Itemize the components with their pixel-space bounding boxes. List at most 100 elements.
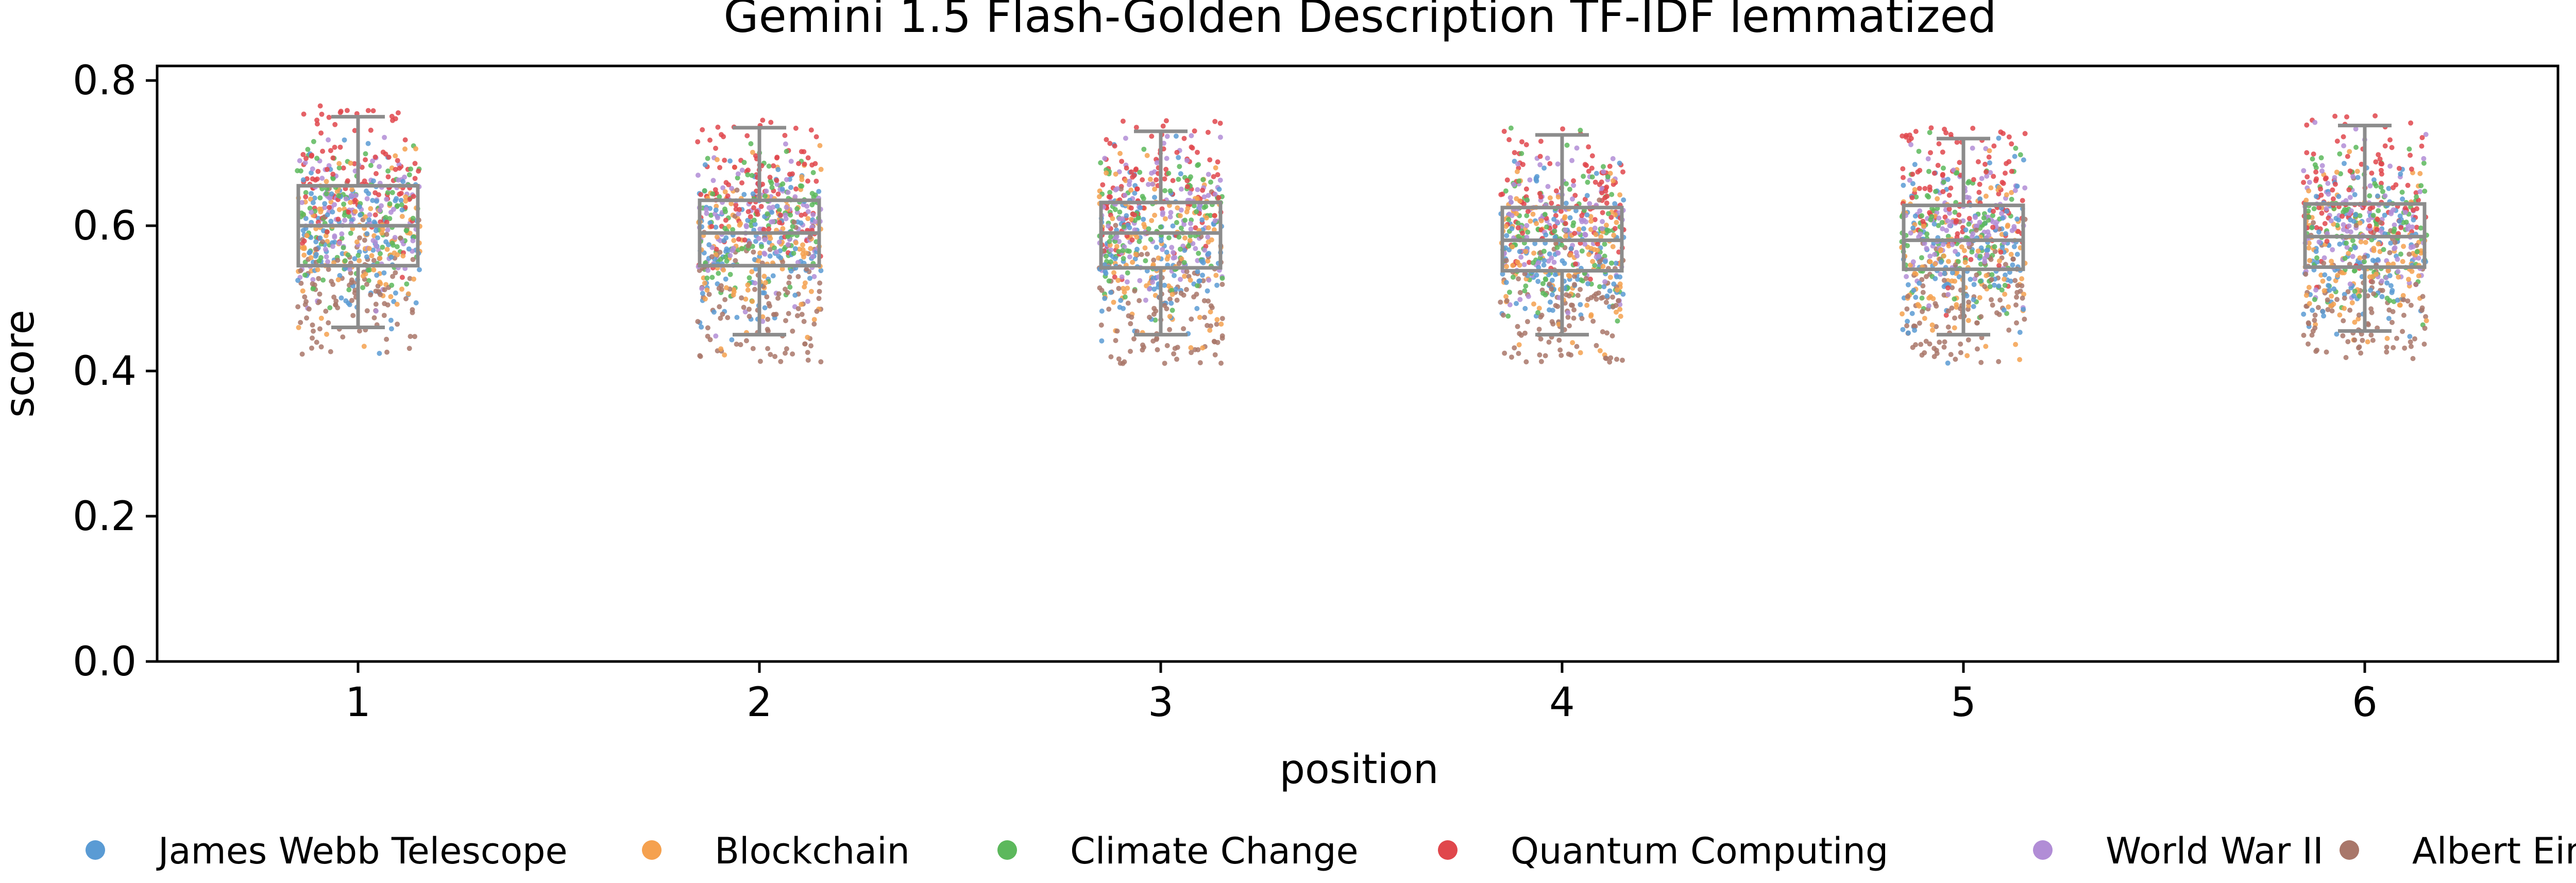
data-point [2340, 213, 2345, 219]
data-point [1594, 291, 1599, 297]
data-point [1193, 246, 1198, 251]
data-point [1585, 281, 1591, 286]
data-point [1941, 179, 1946, 185]
data-point [757, 250, 763, 256]
data-point [1542, 212, 1548, 217]
data-point [368, 206, 374, 211]
data-point [2326, 191, 2331, 197]
data-point [1930, 296, 1936, 301]
x-axis-label: position [1280, 746, 1439, 793]
data-point [300, 288, 306, 294]
data-point [1525, 229, 1531, 235]
data-point [1553, 241, 1558, 246]
data-point [1205, 288, 1210, 294]
data-point [2350, 253, 2355, 259]
data-point [313, 251, 319, 257]
data-point [765, 327, 770, 332]
data-point [1950, 242, 1955, 247]
data-point [363, 214, 368, 219]
data-point [1523, 142, 1529, 147]
data-point [2325, 297, 2330, 303]
data-point [1215, 159, 1221, 165]
data-point [1525, 319, 1530, 325]
data-point [2310, 308, 2315, 313]
data-point [1167, 314, 1173, 319]
data-point [348, 199, 353, 205]
data-point [416, 168, 421, 174]
data-point [2022, 185, 2028, 191]
data-point [818, 359, 824, 365]
data-point [1946, 206, 1952, 212]
data-point [1189, 316, 1194, 322]
data-point [1946, 259, 1951, 264]
data-point [1184, 158, 1190, 163]
data-point [733, 202, 739, 208]
data-point [809, 162, 815, 168]
data-point [2353, 145, 2359, 150]
data-point [749, 173, 755, 178]
data-point [298, 320, 303, 325]
data-point [2311, 151, 2316, 157]
data-point [1607, 275, 1613, 280]
data-point [776, 253, 782, 259]
data-point [1982, 220, 1988, 226]
data-point [766, 163, 772, 169]
data-point [1114, 234, 1120, 240]
data-point [715, 281, 720, 286]
data-point [1900, 311, 1905, 317]
y-axis-label: score [0, 310, 43, 418]
x-tick-label: 6 [2352, 680, 2378, 726]
data-point [1600, 329, 1605, 334]
data-point [299, 200, 304, 206]
data-point [1509, 354, 1514, 360]
data-point [1551, 260, 1557, 265]
data-point [2355, 175, 2361, 180]
data-point [1617, 302, 1623, 308]
data-point [2367, 206, 2373, 211]
data-point [1176, 234, 1182, 240]
data-point [1108, 259, 1113, 265]
data-point [1910, 181, 1916, 186]
data-point [1558, 352, 1564, 358]
data-point [403, 228, 409, 233]
data-point [2014, 216, 2020, 222]
data-point [2316, 229, 2321, 235]
data-point [1970, 126, 1976, 131]
data-point [1901, 175, 1906, 180]
data-point [2379, 171, 2384, 177]
data-point [1202, 315, 1207, 320]
data-point [1196, 278, 1202, 284]
data-point [1116, 249, 1122, 254]
data-point [327, 205, 332, 210]
data-point [2014, 294, 2019, 300]
data-point [1549, 286, 1554, 292]
data-point [1178, 277, 1183, 282]
data-point [699, 324, 704, 330]
data-point [1196, 162, 1201, 167]
data-point [2306, 341, 2311, 347]
data-point [1949, 305, 1955, 311]
data-point [1143, 297, 1148, 303]
data-point [817, 280, 823, 286]
data-point [780, 181, 786, 186]
data-point [1573, 208, 1579, 213]
data-point [338, 295, 344, 301]
data-point [2413, 190, 2419, 196]
data-point [2400, 293, 2406, 298]
data-point [2407, 334, 2413, 339]
data-point [1516, 178, 1522, 184]
data-point [1937, 339, 1942, 345]
data-point [1987, 148, 1992, 154]
data-point [2003, 272, 2008, 278]
data-point [1113, 223, 1118, 228]
data-point [2387, 137, 2393, 143]
data-point [2345, 154, 2350, 159]
data-point [1128, 188, 1134, 193]
data-point [1977, 219, 1982, 225]
data-point [295, 304, 301, 310]
data-point [2371, 246, 2377, 251]
data-point [745, 282, 751, 288]
data-point [720, 311, 725, 317]
data-point [2347, 308, 2353, 313]
data-point [1618, 314, 1623, 319]
